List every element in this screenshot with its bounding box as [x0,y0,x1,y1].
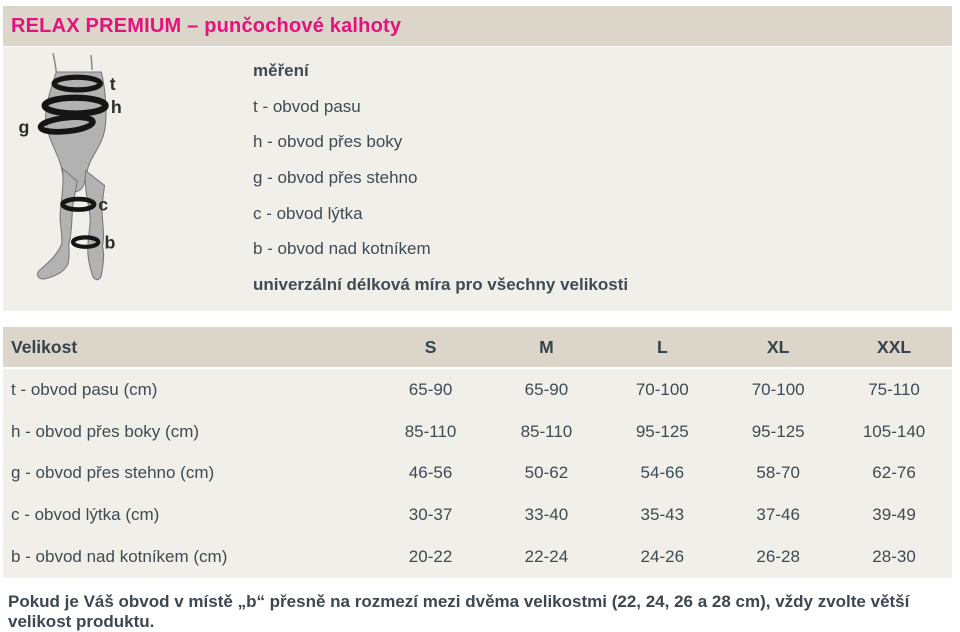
size-col-header: M [539,336,554,357]
size-value-cell: 95-125 [635,421,689,441]
size-value-cell: 65-90 [408,379,453,399]
size-value-cell: 58-70 [756,463,800,483]
size-table: Velikost S M L XL XXL t - obvod pasu (cm… [3,327,952,578]
measurement-legend-heading: měření [253,60,309,80]
size-value-cell: 39-49 [872,505,916,525]
size-value-cell: 85-110 [404,421,457,441]
row-label: g - obvod přes stehno (cm) [11,463,215,483]
waist-band-label: t [110,74,116,94]
ankle-band [70,235,101,249]
size-value-cell: 26-28 [756,547,800,567]
ankle-band-label: b [105,232,116,252]
size-value-cell: 22-24 [524,547,569,567]
table-row: t - obvod pasu (cm) 65-90 65-90 70-100 7… [3,369,952,411]
size-col-header: L [656,336,668,357]
size-value-cell: 75-110 [868,379,920,399]
torso-cut-mark [52,52,58,73]
table-row: h - obvod přes boky (cm) 85-110 85-110 9… [3,411,952,453]
row-label: b - obvod nad kotníkem (cm) [11,547,228,567]
hip-band-label: h [111,97,122,117]
size-col-header: XL [766,336,790,357]
thigh-band-label: g [18,117,29,137]
front-leg-silhouette [37,167,78,280]
footnote: Pokud je Váš obvod v místě „b“ přesně na… [8,592,910,631]
legend-item-waist: t - obvod pasu [253,96,361,116]
size-value-cell: 30-37 [408,505,453,525]
hip-band [41,94,109,117]
size-value-cell: 20-22 [408,547,453,567]
size-value-cell: 85-110 [520,421,573,441]
legs-measurement-diagram: t h g c b [18,52,122,281]
row-label: h - obvod přes boky (cm) [11,421,200,441]
legend-item-ankle: b - obvod nad kotníkem [253,239,431,259]
size-value-cell: 35-43 [640,505,685,525]
row-label: c - obvod lýtka (cm) [11,505,160,525]
size-col-header: Velikost [11,336,78,357]
page-title: RELAX PREMIUM – punčochové kalhoty [11,15,402,37]
legend-item-calf: c - obvod lýtka [253,203,363,223]
size-value-cell: 70-100 [751,379,805,399]
size-value-cell: 105-140 [862,421,926,441]
waist-band [51,74,103,93]
calf-band [60,196,97,212]
size-value-cell: 28-30 [872,547,916,567]
back-leg-silhouette [84,169,106,281]
size-value-cell: 95-125 [751,421,805,441]
size-col-header: XXL [877,336,912,357]
legend-item-thigh: g - obvod přes stehno [253,167,418,187]
row-label: t - obvod pasu (cm) [11,379,158,399]
size-table-body: t - obvod pasu (cm) 65-90 65-90 70-100 7… [3,369,952,578]
legend-item-hips: h - obvod přes boky [253,132,403,152]
size-value-cell: 54-66 [640,463,685,483]
measurement-panel: t h g c b měření t - obvod pasu h - obvo… [3,47,952,311]
size-value-cell: 50-62 [524,463,569,483]
calf-band-label: c [98,195,108,215]
size-value-cell: 62-76 [872,463,916,483]
size-table-header-row: Velikost S M L XL XXL [3,327,952,367]
table-row: c - obvod lýtka (cm) 30-37 33-40 35-43 3… [3,494,952,536]
size-value-cell: 65-90 [524,379,569,399]
size-value-cell: 70-100 [635,379,689,399]
thigh-band [37,114,96,135]
table-row: g - obvod přes stehno (cm) 46-56 50-62 5… [3,453,952,495]
measurement-legend: měření t - obvod pasu h - obvod přes bok… [253,53,628,303]
size-col-header: S [424,336,437,357]
size-value-cell: 33-40 [524,505,569,525]
torso-cut-mark [90,55,93,70]
size-value-cell: 37-46 [756,505,800,525]
size-value-cell: 46-56 [408,463,453,483]
size-value-cell: 24-26 [640,547,685,567]
title-bar: RELAX PREMIUM – punčochové kalhoty [3,6,952,46]
universal-length-note: univerzální délková míra pro všechny vel… [253,274,629,294]
table-row: b - obvod nad kotníkem (cm) 20-22 22-24 … [3,536,952,578]
